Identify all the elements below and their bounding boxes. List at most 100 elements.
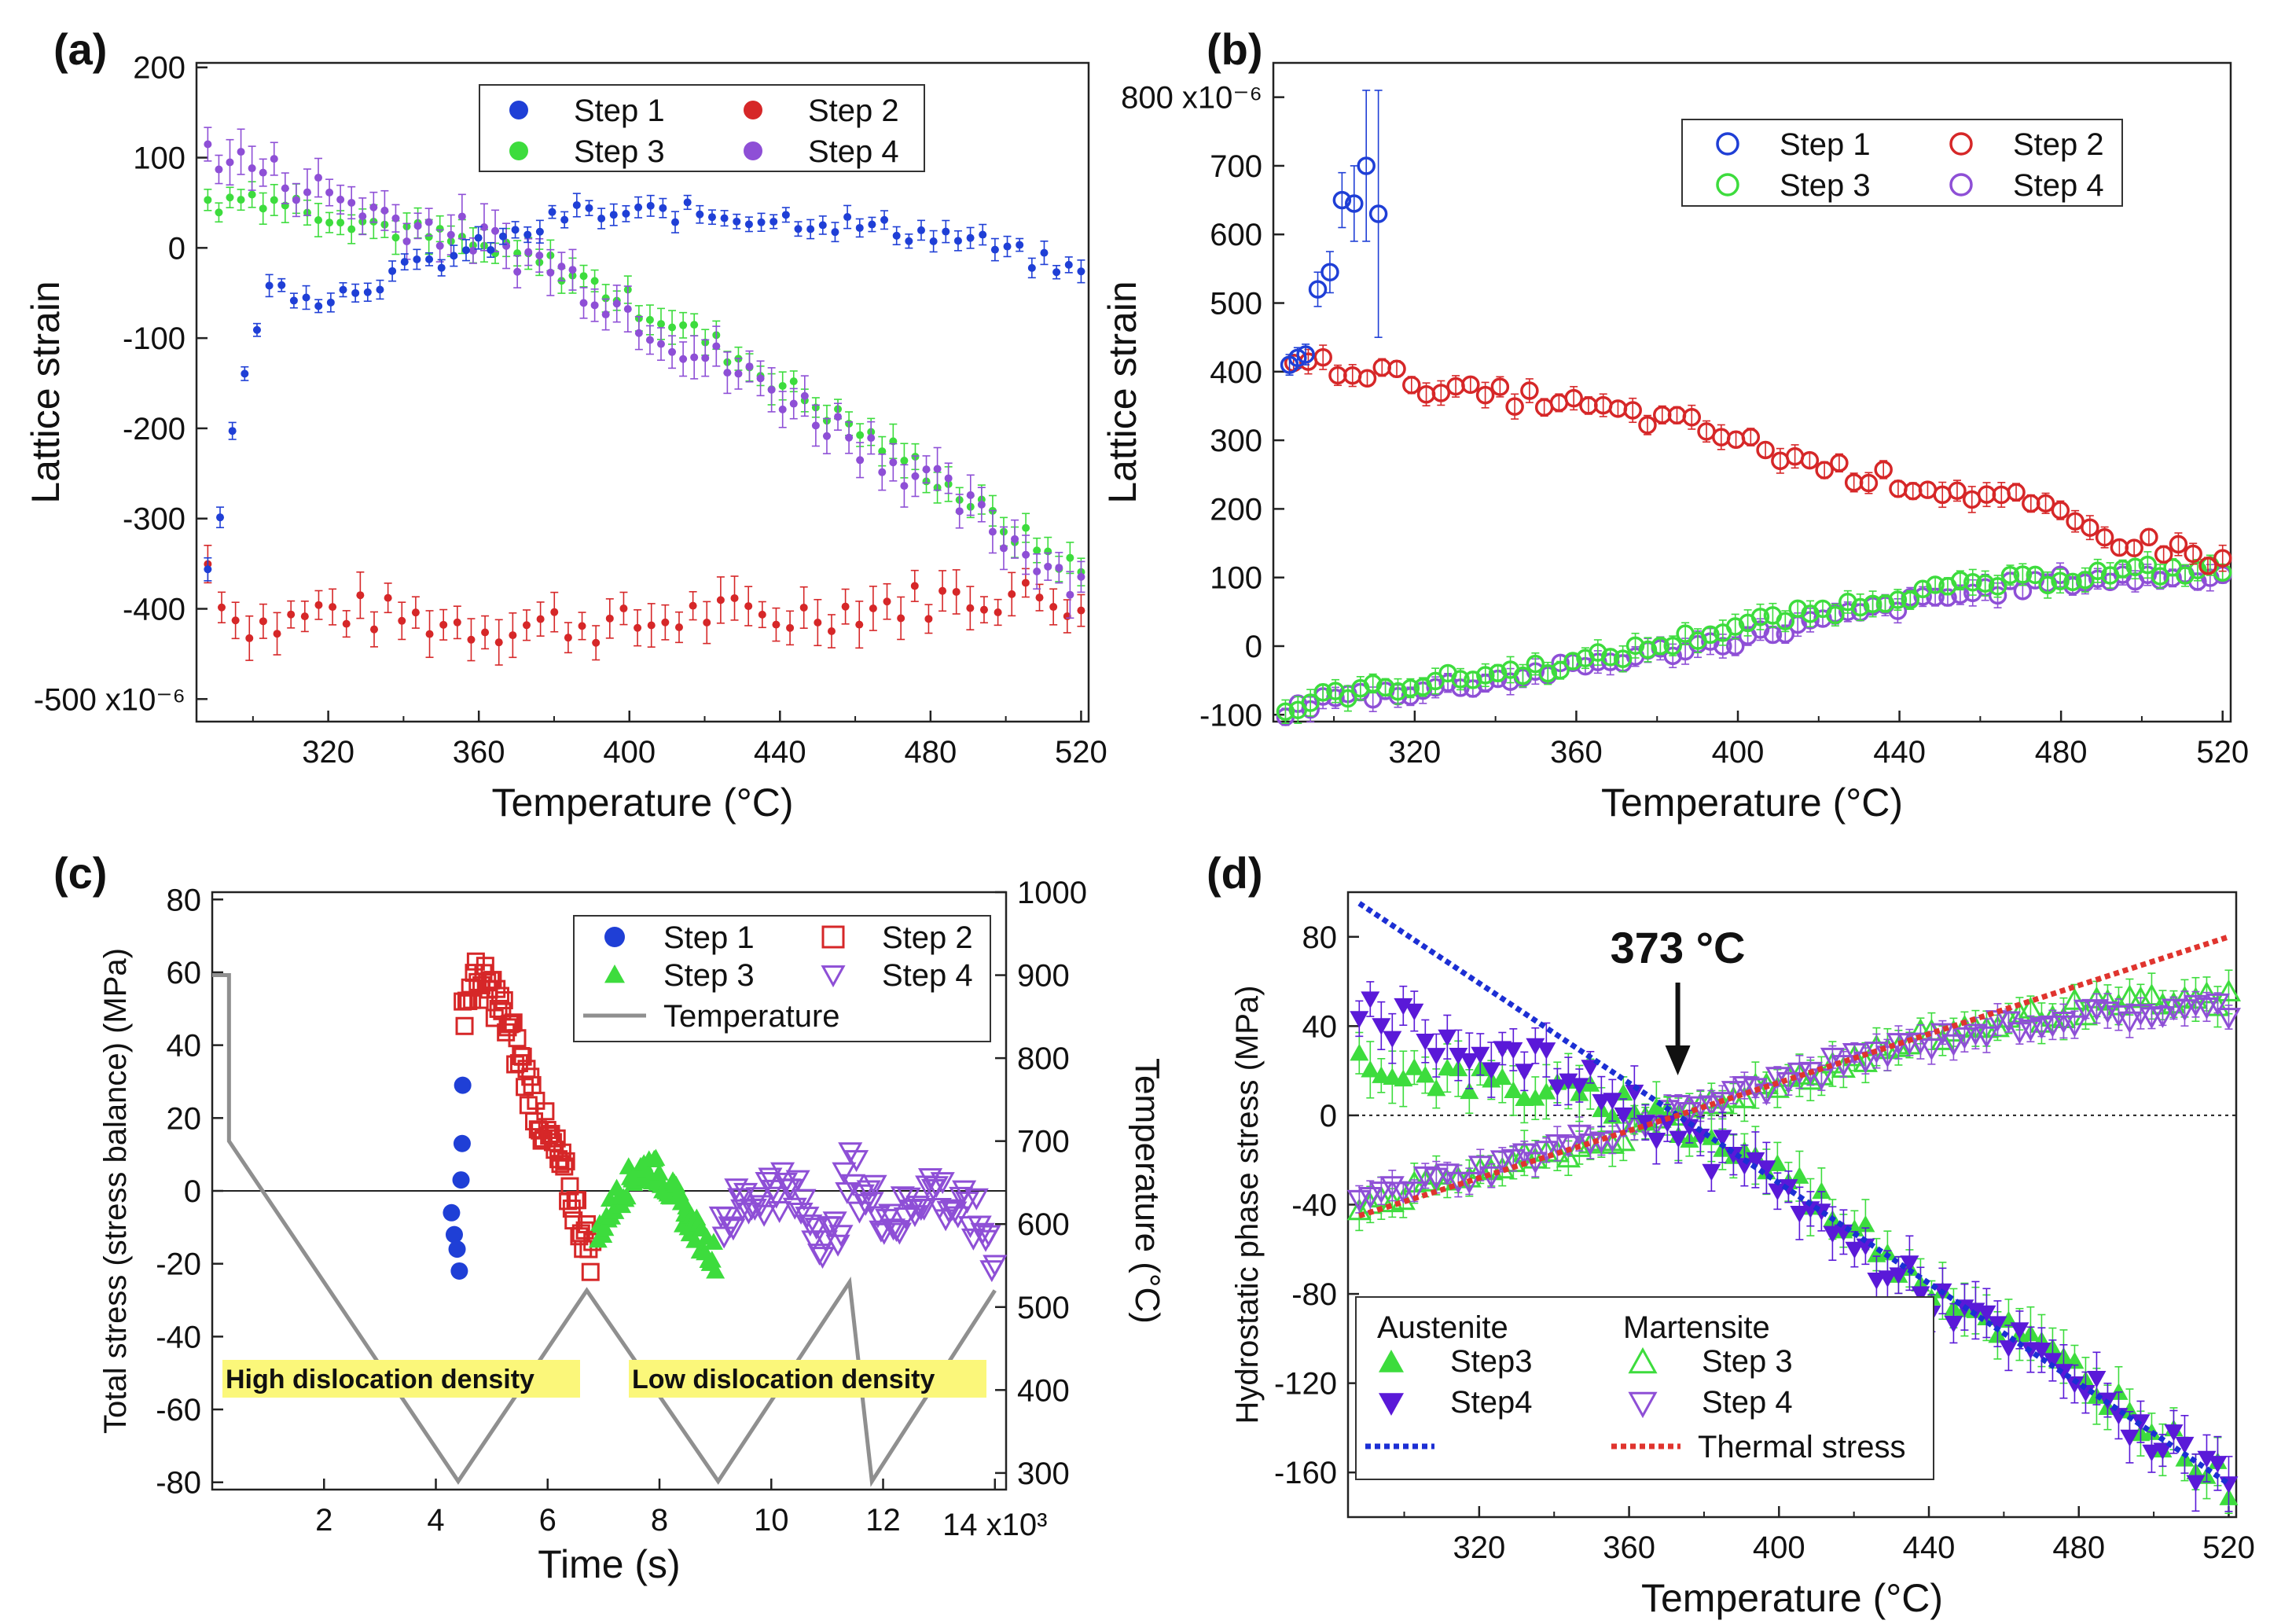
data-point [2073,1003,2098,1026]
x-tick-label: 480 [2035,735,2088,770]
data-point [859,1192,884,1214]
data-point [237,196,245,204]
data-point [1874,460,1893,479]
data-point [314,174,323,182]
data-point [1765,1067,1790,1089]
legend: Austenite Martensite Step3 Step 3 Step4 Step … [1355,1296,1934,1480]
data-point [548,208,556,216]
data-point [878,447,887,456]
data-point [1402,376,1421,395]
data-point [900,482,909,491]
data-point [1570,1078,1589,1096]
data-point [2216,1008,2242,1031]
data-point [461,246,470,255]
panel-label: (d) [1207,848,1263,898]
data-point [523,230,532,239]
data-point [1427,1048,1446,1065]
y-tick-label: 0 [184,1174,201,1209]
data-point [2018,1019,2043,1042]
data-point [339,285,347,294]
x-tick-label: 2 [315,1503,332,1538]
x-tick-label: 400 [1712,735,1765,770]
data-point [1875,1045,1900,1068]
data-point [1493,1067,1512,1086]
data-point [897,614,905,623]
data-point [1603,1093,1622,1110]
data-point [2151,567,2169,586]
data-point [1276,702,1295,722]
x-tick-label: 12 [865,1503,901,1538]
data-point [1520,381,1539,400]
data-point [720,214,729,222]
data-point [551,1155,570,1174]
data-point [646,201,655,210]
data-point [2153,1442,2173,1460]
data-point [933,465,942,473]
data-point [216,513,225,522]
data-point [1963,573,1982,592]
data-point [1800,450,1820,470]
data-point [2000,565,2020,585]
data-point [1638,415,1657,435]
y-tick-label: 40 [1302,1009,1338,1044]
data-point [1721,1081,1746,1104]
data-point [789,377,798,386]
data-point [924,1176,949,1199]
data-point [716,596,725,604]
data-point [215,165,223,174]
x-axis-title: Temperature (°C) [492,781,794,825]
data-point [435,241,444,250]
y-tick-label: 100 [133,141,185,176]
data-point [905,237,913,245]
data-point [892,231,901,240]
data-point [1357,369,1377,388]
data-point [804,1218,829,1240]
y-tick-label: 60 [167,956,202,990]
data-point [1383,1067,1402,1085]
data-point [744,220,753,229]
data-point [609,211,618,219]
legend-marker [744,141,762,160]
data-point [1699,1095,1724,1118]
data-point [1003,242,1012,251]
data-point [1033,546,1041,555]
legend-label: Step 1 [1780,127,1871,162]
series-step-4 [204,127,1085,619]
data-point [920,1179,946,1202]
data-point [757,218,766,226]
data-point [1790,1206,1809,1223]
y-axis-title: Lattice strain [1100,281,1144,503]
data-point [912,1198,937,1221]
data-point [1320,263,1339,281]
data-point [634,203,643,211]
data-point [455,1016,474,1035]
data-point [237,148,245,156]
data-point [889,458,898,467]
data-point [1016,241,1024,249]
data-point [452,1171,470,1189]
data-point [1625,1084,1644,1102]
data-point [758,1167,783,1190]
data-point [1878,1270,1897,1288]
data-point [645,315,654,324]
data-point [336,195,345,204]
data-point [1926,575,1945,594]
data-point [1636,1115,1655,1132]
data-point [751,1204,777,1227]
data-point [623,305,632,314]
annotation-text: High dislocation density [226,1365,534,1394]
data-point [1523,1152,1548,1174]
y-tick-label: 800 x10⁻⁶ [1121,81,1262,116]
data-point [659,204,667,212]
legend-marker [1379,1350,1404,1372]
data-point [513,1047,532,1066]
y-tick-label: 0 [1245,630,1262,664]
legend-label: Step 2 [2013,127,2104,162]
data-point [810,1247,836,1269]
annotation-highlight [629,1360,986,1398]
data-point [1346,1198,1372,1221]
data-point [1746,1152,1765,1170]
data-point [799,603,808,612]
y-tick-label: -200 [123,412,185,446]
x-tick-label: 520 [2202,1530,2255,1565]
